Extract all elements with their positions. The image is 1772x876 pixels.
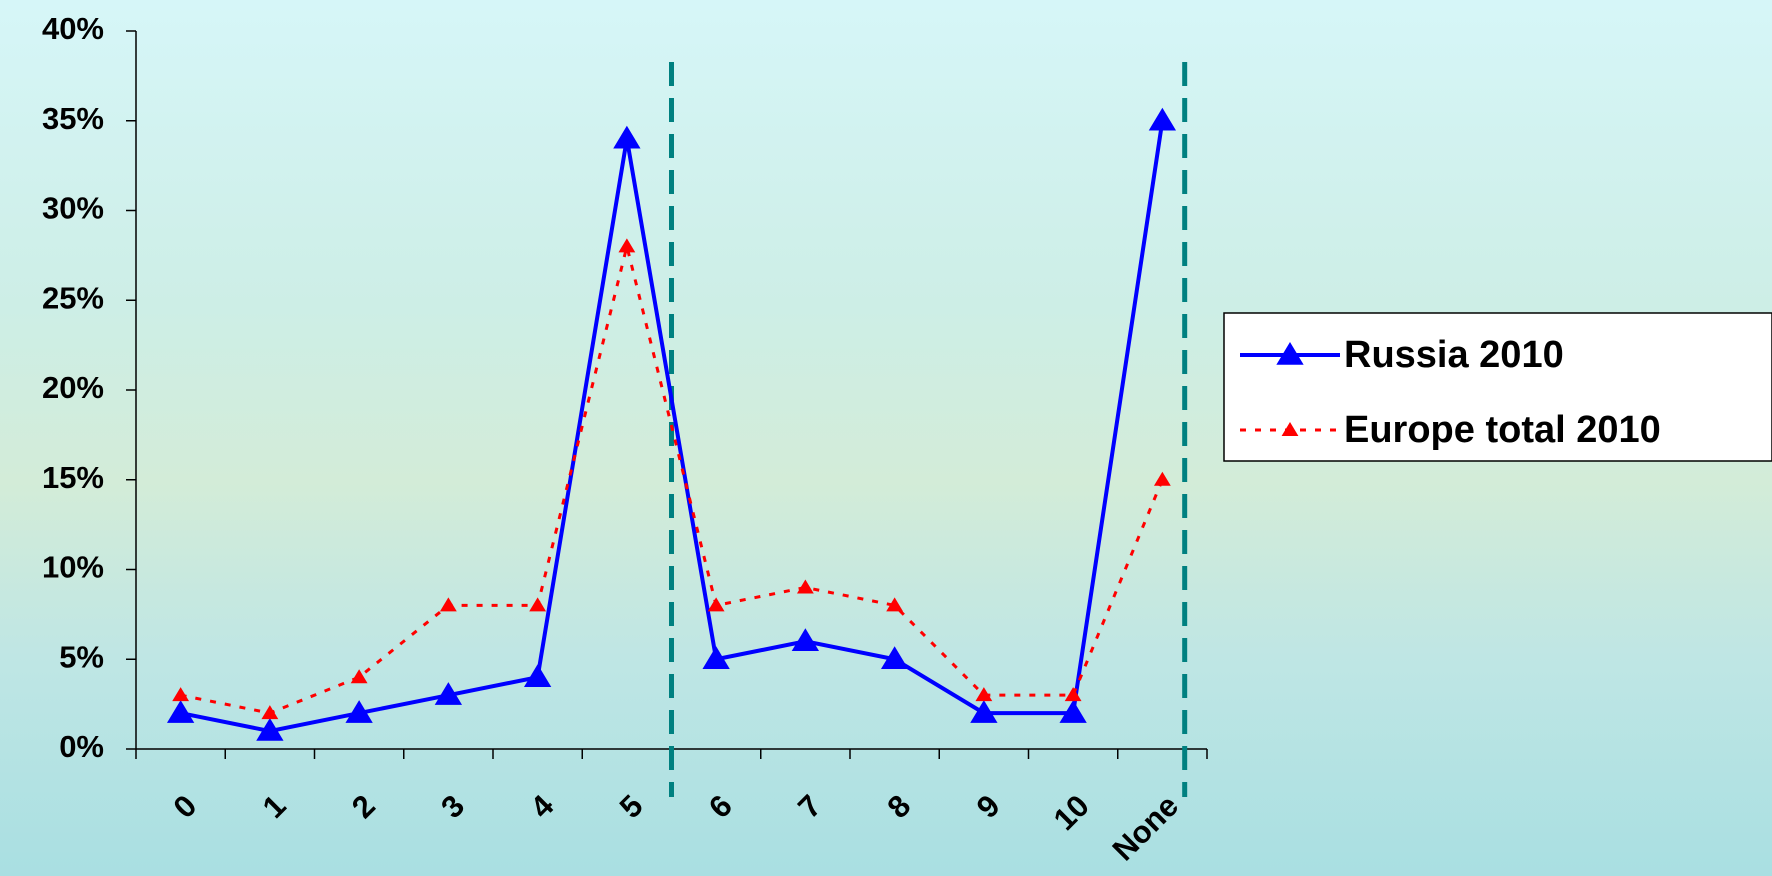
y-tick-label: 10% <box>42 550 104 585</box>
page: 0%5%10%15%20%25%30%35%40%012345678910Non… <box>0 0 1772 876</box>
chart: 0%5%10%15%20%25%30%35%40%012345678910Non… <box>0 0 1772 876</box>
y-tick-label: 15% <box>42 460 104 495</box>
y-tick-label: 25% <box>42 280 104 315</box>
y-tick-label: 5% <box>59 639 104 674</box>
y-tick-label: 40% <box>42 11 104 46</box>
y-tick-label: 0% <box>59 729 104 764</box>
y-tick-label: 35% <box>42 101 104 136</box>
y-tick-label: 30% <box>42 191 104 226</box>
legend-label: Russia 2010 <box>1344 334 1564 376</box>
legend-label: Europe total 2010 <box>1344 409 1661 451</box>
y-tick-label: 20% <box>42 370 104 405</box>
